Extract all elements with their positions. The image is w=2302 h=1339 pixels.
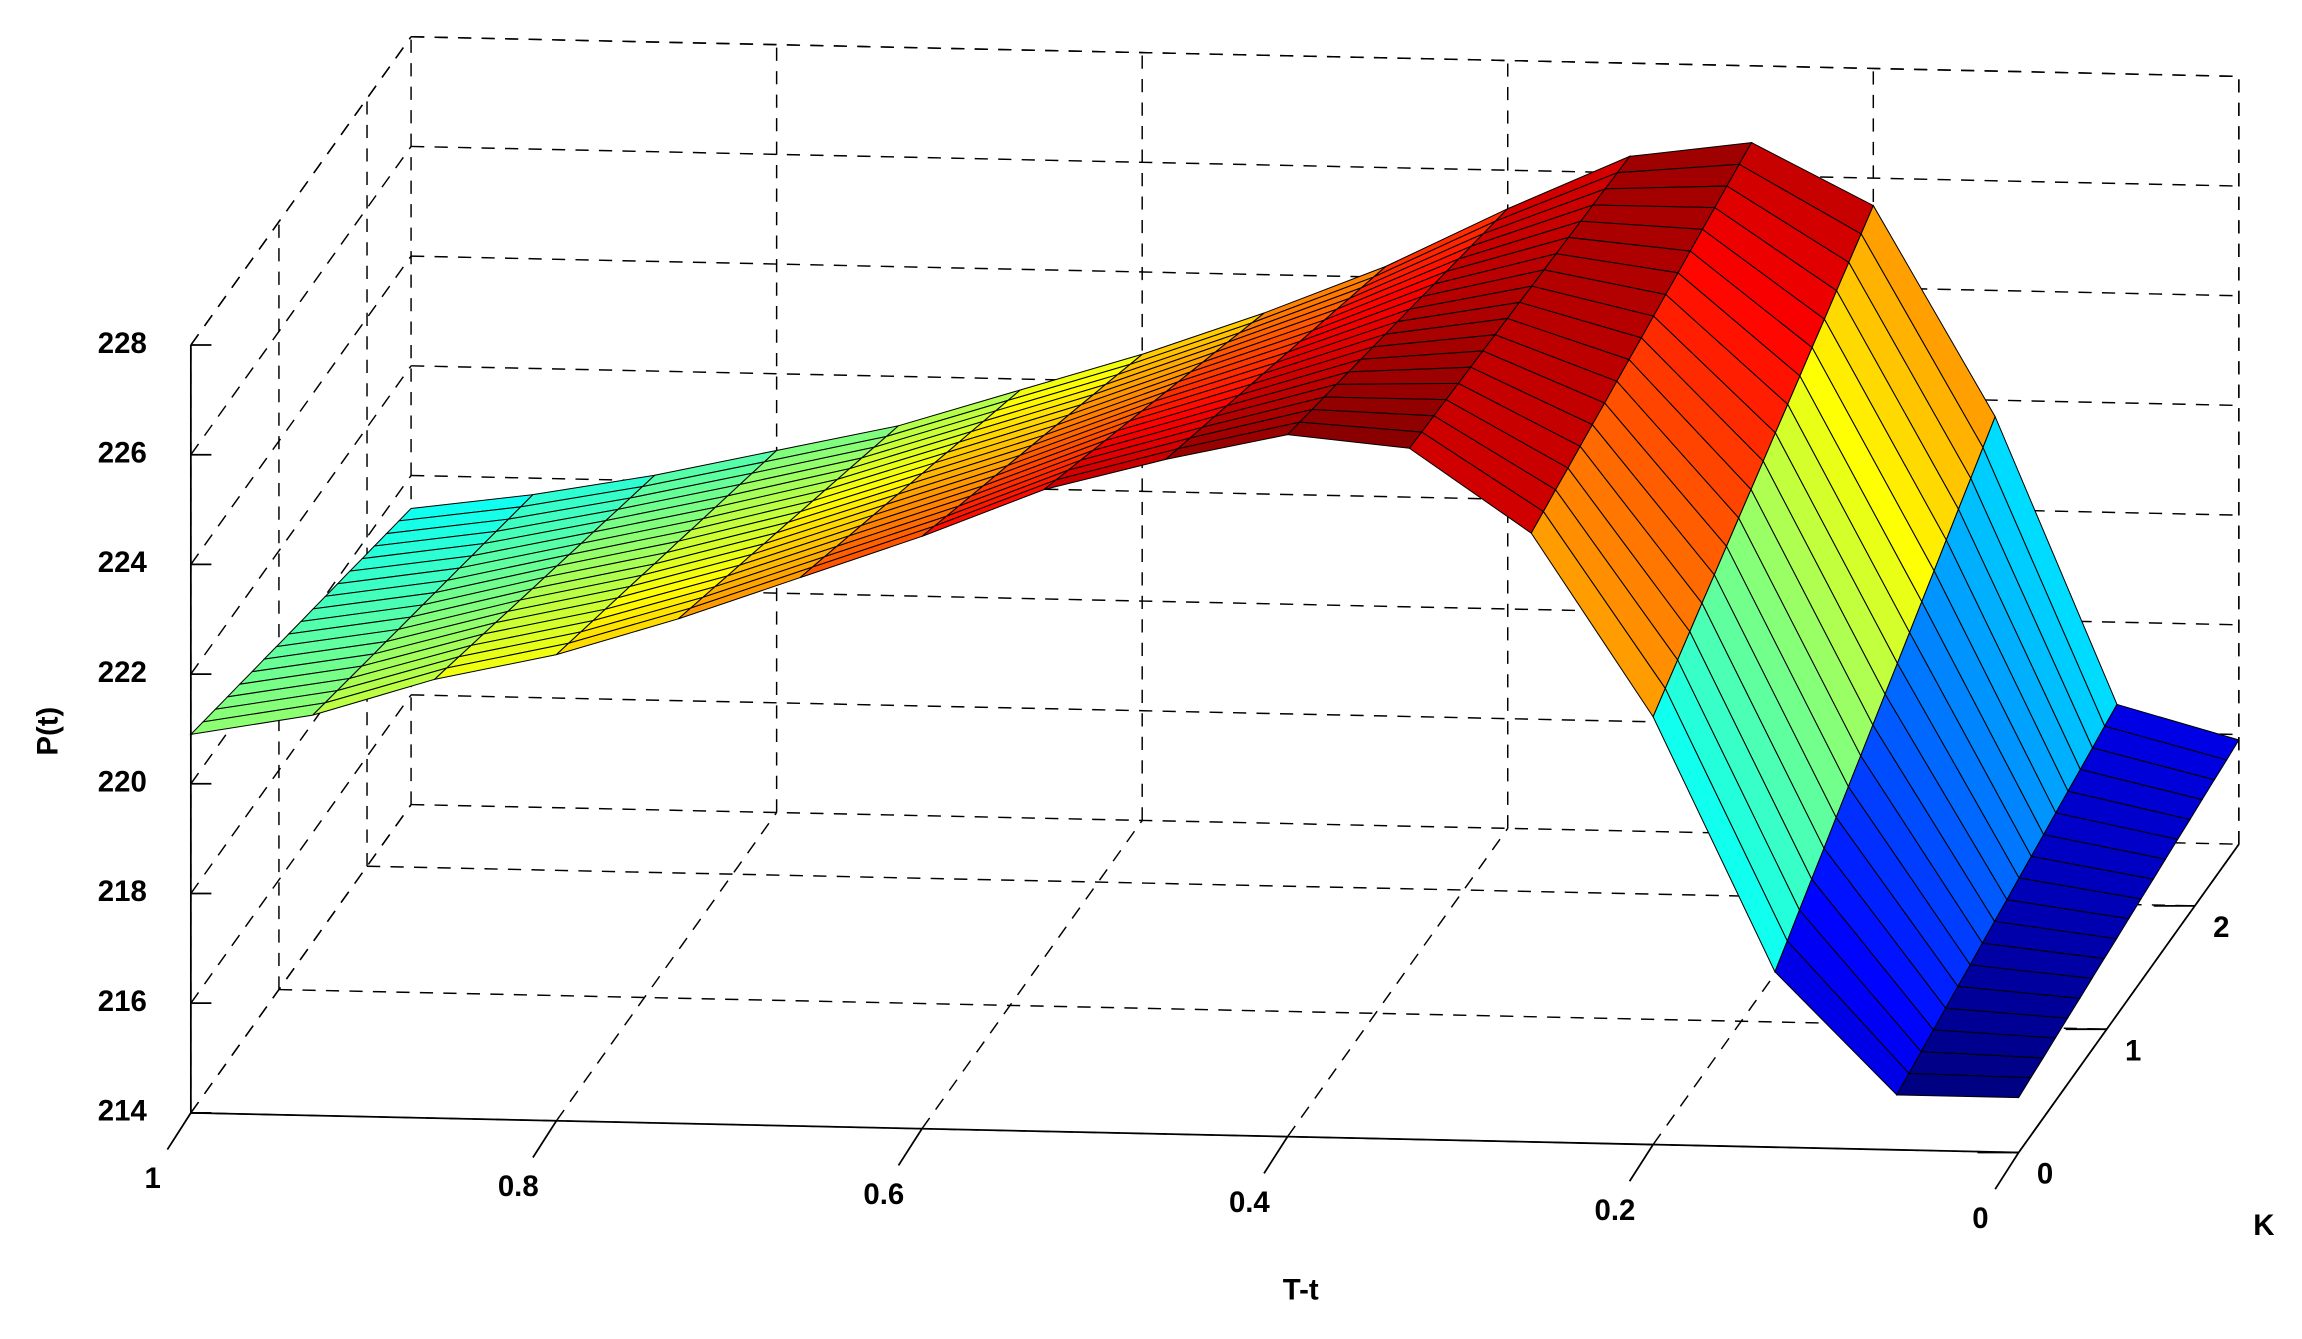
x-tick-label: 0.6 xyxy=(863,1178,904,1211)
x-tick xyxy=(1628,1144,1654,1182)
y-tick-label: 1 xyxy=(2125,1034,2141,1067)
axes-layer: 214 216 218 220 222 224 226 228 1 0.8 0.6 0.4 0.2 0 0 1… xyxy=(98,327,2240,1235)
x-tick xyxy=(532,1120,558,1158)
box-edge xyxy=(411,36,2239,78)
grid-line xyxy=(190,146,412,456)
box-edge xyxy=(190,36,412,346)
z-tick-label: 218 xyxy=(98,875,147,908)
z-axis-label: P(t) xyxy=(32,707,65,756)
surface-patch xyxy=(1895,1072,2032,1099)
z-tick-label: 222 xyxy=(98,656,147,689)
y-axis-label: K xyxy=(2253,1209,2274,1242)
surface-layer xyxy=(189,141,2240,1099)
x-tick-label: 0.2 xyxy=(1595,1194,1636,1227)
y-tick-label: 2 xyxy=(2213,911,2229,944)
z-tick-label: 220 xyxy=(98,766,147,799)
grid-line xyxy=(411,145,2239,187)
x-tick xyxy=(166,1112,192,1151)
grid-line xyxy=(555,812,778,1122)
grid-line xyxy=(190,255,412,565)
x-tick xyxy=(1263,1136,1289,1174)
x-tick xyxy=(897,1128,923,1166)
grid-line xyxy=(190,804,412,1114)
z-tick-label: 228 xyxy=(98,327,147,360)
x-tick-label: 0 xyxy=(1972,1202,1988,1235)
grid-line xyxy=(921,819,1143,1130)
x-axis-label: T-t xyxy=(1283,1274,1319,1307)
x-axis xyxy=(190,1111,2019,1154)
grid-line xyxy=(190,365,412,675)
x-tick-label: 0.4 xyxy=(1229,1186,1270,1219)
x-tick-label: 1 xyxy=(145,1162,161,1195)
surface-patch xyxy=(1591,185,1728,209)
z-tick-label: 216 xyxy=(98,985,147,1018)
y-axis xyxy=(2017,843,2240,1154)
y-tick-label: 0 xyxy=(2037,1158,2053,1191)
grid-line xyxy=(1286,827,1509,1138)
x-tick-label: 0.8 xyxy=(498,1170,539,1203)
z-tick-label: 224 xyxy=(98,546,148,579)
z-tick-label: 226 xyxy=(98,436,147,469)
grid-line xyxy=(190,694,412,1004)
x-tick xyxy=(1994,1152,2020,1190)
z-tick-label: 214 xyxy=(98,1095,148,1128)
